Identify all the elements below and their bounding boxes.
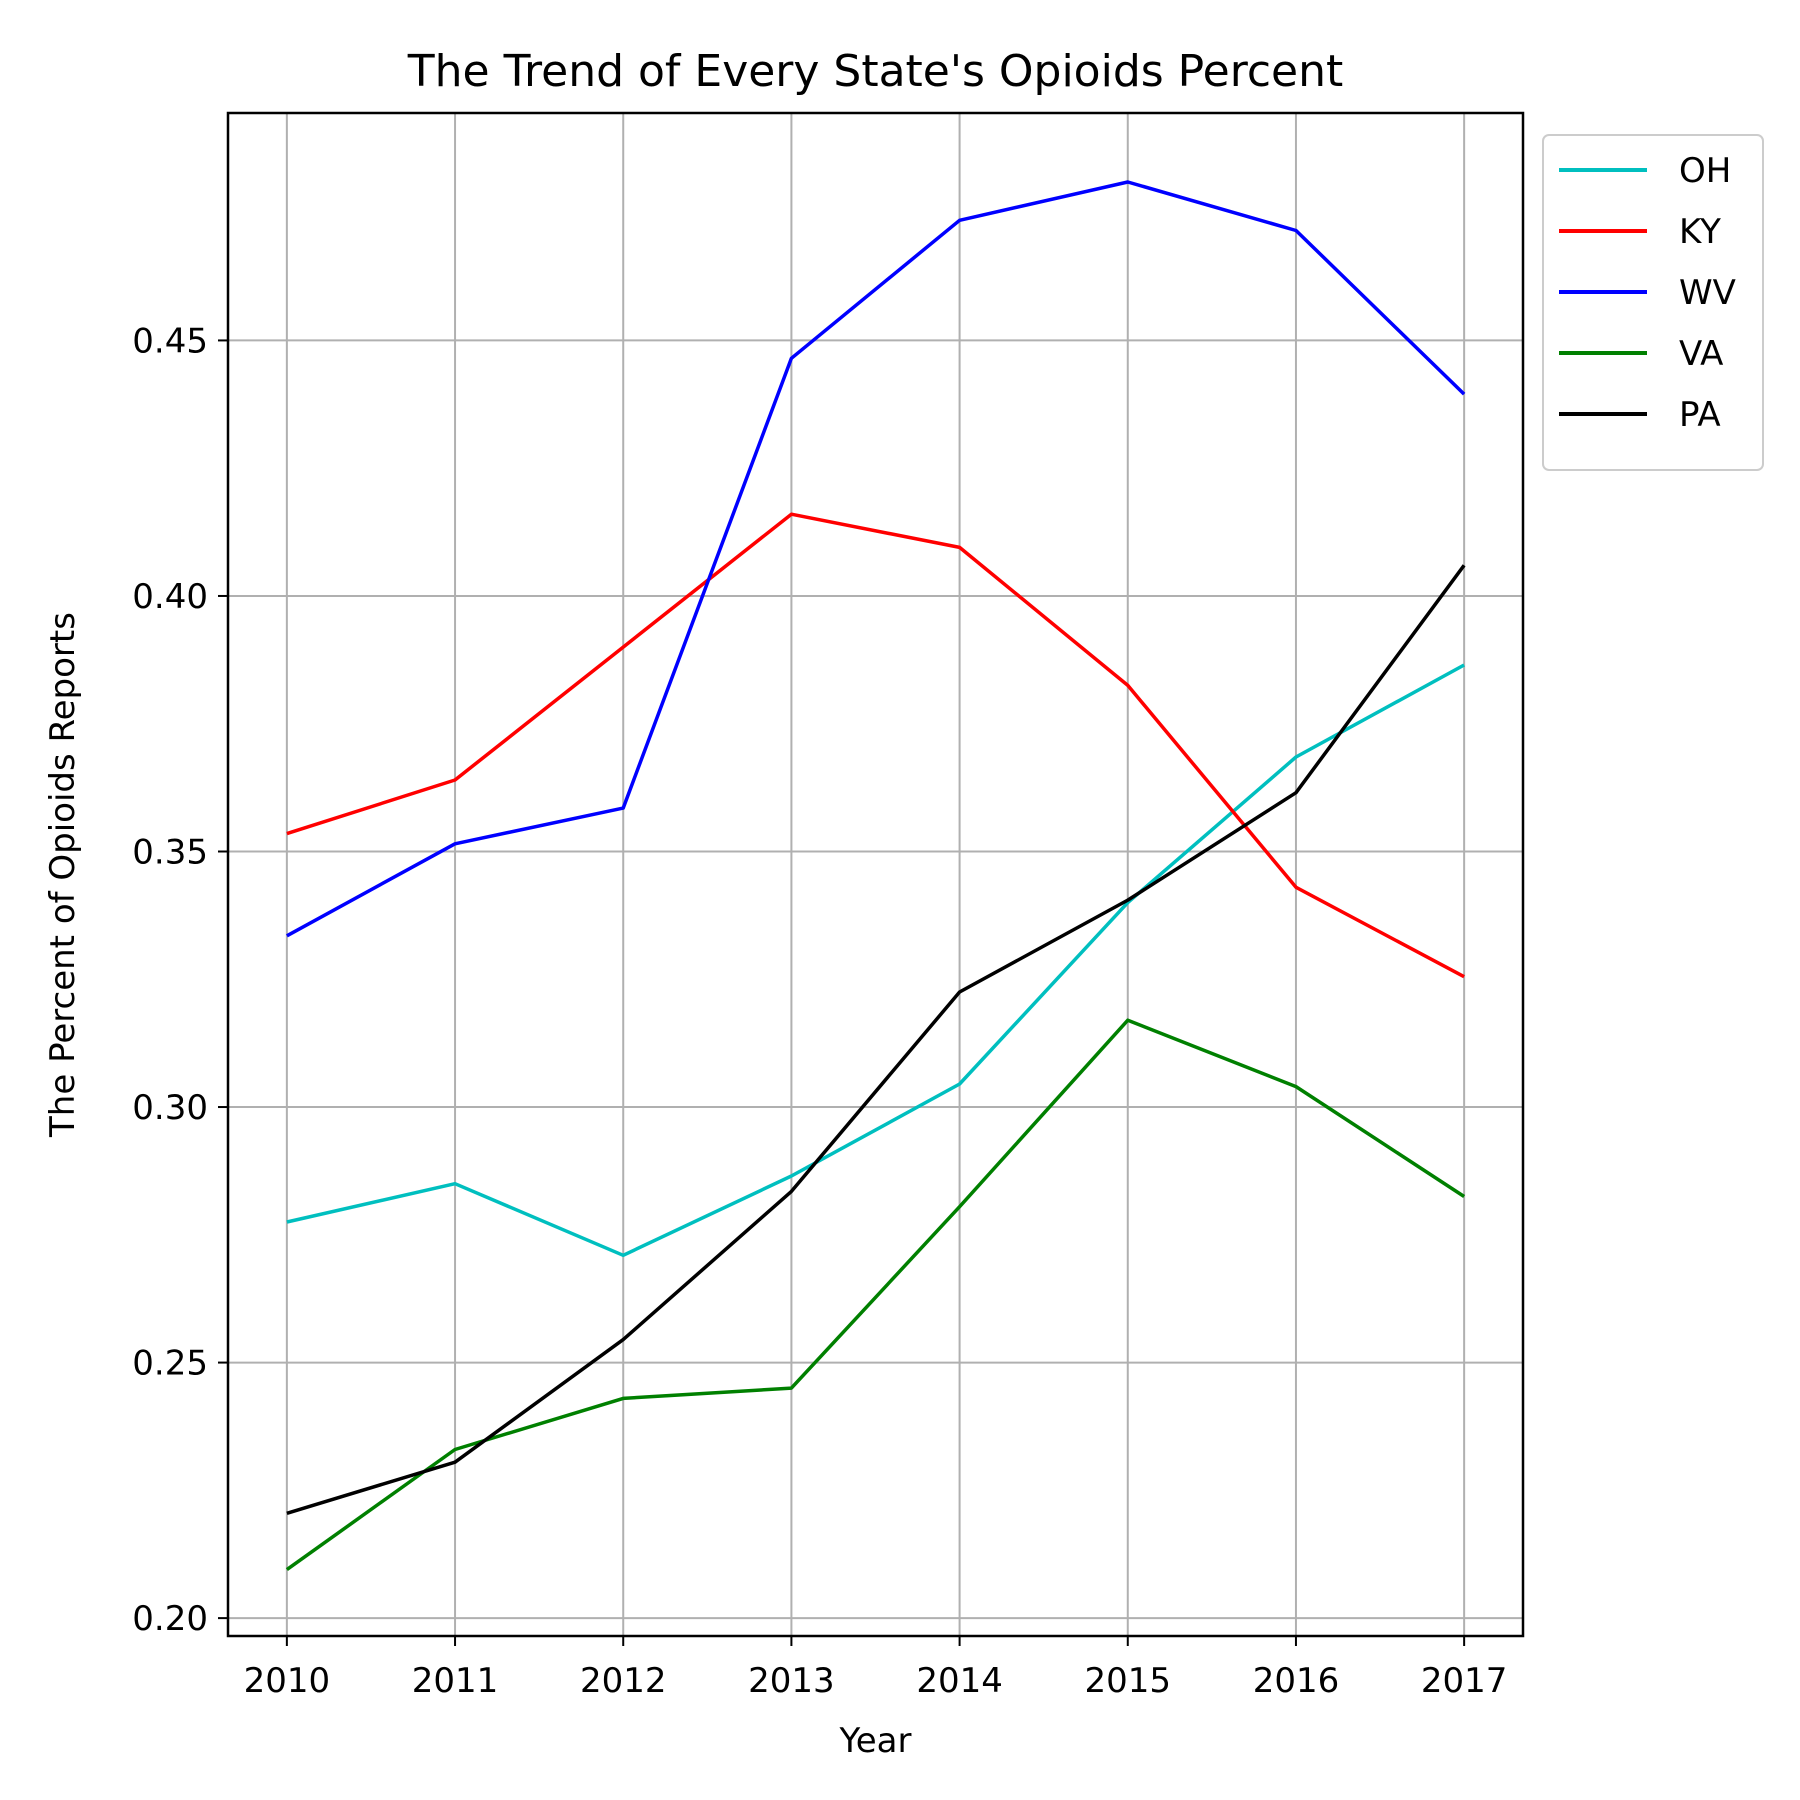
x-tick-label: 2011 [412,1661,499,1701]
y-tick-label: 0.30 [132,1088,208,1128]
legend-label-oh: OH [1679,151,1731,191]
x-tick-label: 2012 [580,1661,667,1701]
x-axis-label: Year [839,1721,912,1761]
y-tick-label: 0.25 [132,1344,208,1384]
x-tick-label: 2010 [244,1661,331,1701]
axis-tick-labels: 2010 2011 2012 2013 2014 2015 2016 2017 0.20 0.25… [132,321,1507,1701]
legend-label-wv: WV [1679,273,1736,313]
chart-title: The Trend of Every State's Opioids Perce… [407,46,1343,97]
x-tick-label: 2015 [1085,1661,1172,1701]
y-tick-label: 0.45 [132,321,208,361]
legend-label-va: VA [1679,334,1723,374]
y-tick-label: 0.40 [132,577,208,617]
legend-label-pa: PA [1679,395,1721,435]
x-tick-label: 2014 [916,1661,1003,1701]
grid-lines [228,113,1523,1636]
legend: OH KY WV VA PA [1542,134,1764,471]
series-line-pa [286,564,1466,1515]
series-line-ky [286,512,1465,979]
x-tick-label: 2017 [1421,1661,1508,1701]
plot-frame [226,111,1525,1638]
axis-ticks [218,339,1466,1646]
y-tick-label: 0.20 [132,1599,208,1639]
series-line-oh [286,663,1465,1258]
y-tick-label: 0.35 [132,833,208,873]
series-line-wv [286,180,1466,938]
x-tick-label: 2016 [1253,1661,1340,1701]
x-tick-label: 2013 [748,1661,835,1701]
y-axis-label: The Percent of Opioids Reports [43,612,83,1138]
series-lines [285,180,1466,1572]
legend-box [1542,134,1764,471]
legend-label-ky: KY [1679,212,1721,252]
series-line-va [285,1018,1466,1572]
